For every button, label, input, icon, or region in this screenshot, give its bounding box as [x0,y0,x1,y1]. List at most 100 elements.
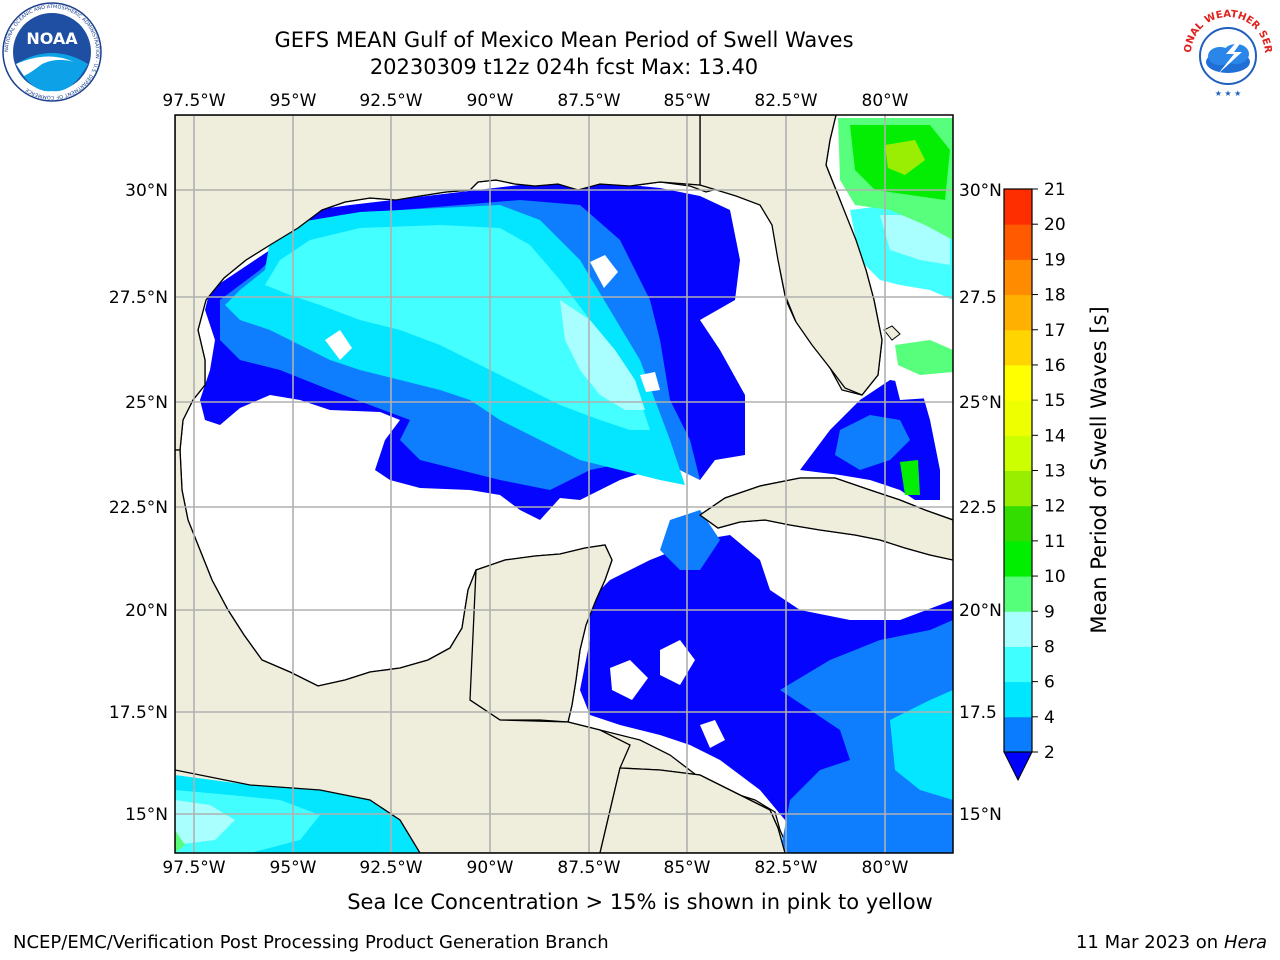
colorbar-tick-label: 15 [1044,391,1066,411]
lon-label-top: 80°W [862,91,909,111]
swell-shade-10s-bahamas [895,340,953,375]
colorbar-tick-label: 2 [1044,743,1055,763]
colorbar-tick-label: 19 [1044,250,1066,270]
colorbar-segment [1004,189,1032,225]
colorbar-extend-arrow [1003,751,1033,782]
lat-label-left: 17.5°N [109,703,168,723]
swell-shade-4s-caribbean [780,620,953,853]
colorbar-segment [1004,540,1032,577]
lon-labels-bottom: 97.5°W 95°W 92.5°W 90°W 87.5°W 85°W 82.5°W 80°W [162,858,908,878]
lon-label-top: 82.5°W [754,91,817,111]
swell-shade-4s-channel [660,510,720,570]
colorbar-title: Mean Period of Swell Waves [s] [1087,306,1111,633]
lon-label-bottom: 95°W [270,858,317,878]
lon-label-bottom: 90°W [467,858,514,878]
lon-label-bottom: 80°W [862,858,909,878]
colorbar-tick-label: 8 [1044,637,1055,657]
colorbar: 2 4 6 8 9 10 11 12 13 14 15 16 17 18 19 20 21 [1003,180,1066,782]
colorbar-segment [1004,646,1032,683]
lat-label-left: 20°N [125,601,168,621]
colorbar-segment [1004,576,1032,612]
colorbar-tick-label: 4 [1044,708,1055,728]
nws-logo-stars: ★ ★ ★ [1215,89,1242,98]
swell-shade-10s-south [175,830,185,853]
colorbar-tick-label: 18 [1044,286,1066,306]
colorbar-segment [1004,294,1032,331]
noaa-logo: NOAA NATIONAL OCEANIC AND ATMOSPHERIC AD… [2,2,102,102]
colorbar-segment [1004,470,1032,507]
date-stamp: 11 Mar 2023 on Hera [1076,932,1267,953]
swell-shade-9s-south [175,800,235,845]
map-frame [174,114,954,854]
colorbar-segment [1004,329,1032,366]
lat-label-right: 27.5 [959,288,997,308]
land-cuba-overlay [698,477,953,561]
white-hole-5 [700,720,725,748]
colorbar-segment [1004,400,1032,436]
colorbar-tick-label: 9 [1044,602,1055,622]
colorbar-tick-label: 10 [1044,567,1066,587]
colorbar-tick-label: 21 [1044,180,1066,200]
colorbar-segment [1004,611,1032,647]
swell-period-field [175,118,953,853]
lon-label-top: 85°W [664,91,711,111]
lon-label-top: 90°W [467,91,514,111]
nws-logo: NATIONAL WEATHER SERVICE ★ ★ ★ [1178,4,1275,101]
lon-label-top: 87.5°W [557,91,620,111]
land-florida-overlay [699,115,883,396]
date-text: 11 Mar 2023 on [1075,932,1219,953]
map-panel [175,115,953,853]
lat-label-right: 25°N [959,393,1002,413]
lat-label-left: 22.5°N [109,498,168,518]
swell-shade-11s-bahamas [900,460,920,495]
lat-label-right: 20°N [959,601,1002,621]
lat-label-right: 15°N [959,805,1002,825]
colorbar-tick-label: 11 [1044,532,1066,552]
lon-label-bottom: 85°W [664,858,711,878]
lat-label-right: 22.5 [959,498,997,518]
land-mexico-overlay [175,449,631,853]
lon-labels-top: 97.5°W 95°W 92.5°W 90°W 87.5°W 85°W 82.5°W 80°W [162,91,908,111]
colorbar-tick-label: 14 [1044,426,1066,446]
lat-labels-right: 30°N 27.5 25°N 22.5 20°N 17.5 15°N [959,181,1002,825]
chart-title: GEFS MEAN Gulf of Mexico Mean Period of … [274,28,854,52]
colorbar-tick-label: 20 [1044,215,1066,235]
colorbar-segment [1004,435,1032,471]
lon-label-bottom: 92.5°W [359,858,422,878]
swell-shade-9s [560,300,645,410]
land-bahamas-florida-keys [883,325,901,341]
land-overlay [175,115,953,853]
white-hole-3 [610,660,648,700]
land-louisiana-overlay [175,115,701,451]
colorbar-segment [1004,259,1032,296]
lon-label-top: 95°W [270,91,317,111]
credit-text: NCEP/EMC/Verification Post Processing Pr… [13,932,609,953]
swell-shade-8s [265,225,650,430]
lat-label-left: 15°N [125,805,168,825]
lon-label-top: 97.5°W [162,91,225,111]
lon-label-bottom: 87.5°W [557,858,620,878]
colorbar-segment [1004,681,1032,718]
gridlines [175,115,953,853]
colorbar-tick-label: 13 [1044,462,1066,482]
colorbar-tick-label: 6 [1044,673,1055,693]
swell-shade-12s [885,140,925,175]
sea-ice-note: Sea Ice Concentration > 15% is shown in … [347,890,933,914]
colorbar-tick-label: 17 [1044,321,1066,341]
swell-shade-4s-keys [835,415,910,470]
lon-label-top: 92.5°W [359,91,422,111]
lat-labels-left: 30°N 27.5°N 25°N 22.5°N 20°N 17.5°N 15°N [109,181,168,825]
chart-subtitle: 20230309 t12z 024h fcst Max: 13.40 [369,55,759,79]
lat-label-left: 30°N [125,181,168,201]
lat-label-left: 25°N [125,393,168,413]
colorbar-segment [1004,505,1032,542]
white-hole-6 [640,372,660,392]
colorbar-segment [1004,716,1032,753]
lon-label-bottom: 82.5°W [754,858,817,878]
colorbar-segment [1004,364,1032,401]
colorbar-tick-label: 16 [1044,356,1066,376]
white-hole-1 [325,330,352,360]
lat-label-right: 30°N [959,181,1002,201]
white-hole-7 [895,378,930,400]
